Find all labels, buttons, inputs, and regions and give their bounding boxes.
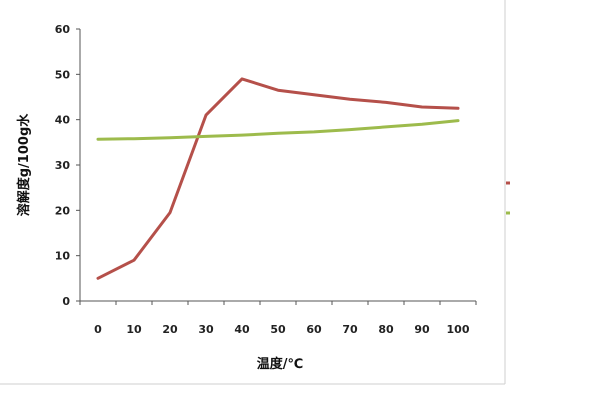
x-tick-label: 10: [126, 323, 142, 336]
x-tick-label: 40: [234, 323, 250, 336]
plot-series: [96, 77, 460, 280]
y-tick-label: 30: [55, 159, 71, 172]
x-tick-label: 60: [306, 323, 322, 336]
y-tick-label: 0: [62, 295, 70, 308]
legend: [506, 181, 510, 215]
x-tick-label: 50: [270, 323, 286, 336]
legend-marker-1: [506, 181, 510, 185]
x-tick-label: 80: [378, 323, 394, 336]
x-tick-label: 30: [198, 323, 214, 336]
y-tick-label: 50: [55, 68, 71, 81]
x-axis-title: 温度/℃: [257, 356, 304, 372]
chart-background: [0, 0, 505, 384]
series-line-2: [96, 119, 460, 141]
y-tick-label: 60: [55, 23, 71, 36]
x-tick-label: 90: [414, 323, 430, 336]
axes: 0 10 20 30 40 50 60 0 10 20 30 40 50 60 70 80 90 100: [55, 23, 477, 336]
y-tick-label: 20: [55, 204, 71, 217]
y-tick-label: 40: [55, 114, 71, 127]
x-tick-label: 20: [162, 323, 178, 336]
x-tick-label: 100: [447, 323, 470, 336]
series-line-1: [96, 77, 460, 280]
legend-marker-2: [506, 211, 510, 215]
x-tick-label: 70: [342, 323, 358, 336]
y-tick-label: 10: [55, 250, 71, 263]
x-tick-label: 0: [94, 323, 102, 336]
y-axis-title: 溶解度g/100g水: [16, 113, 32, 216]
